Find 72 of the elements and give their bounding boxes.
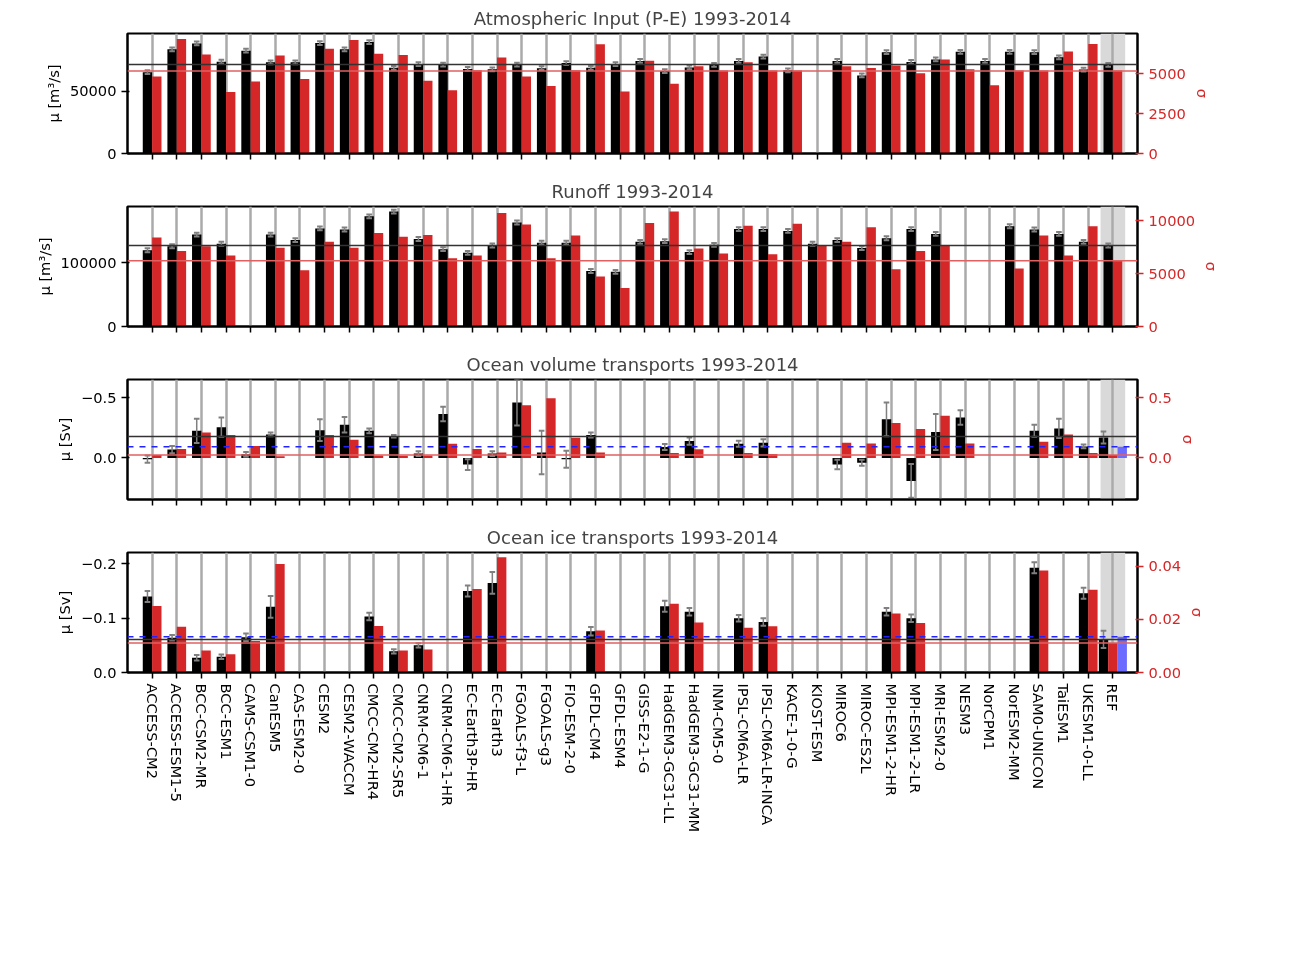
x-tick-label: HadGEM3-GC31-MM	[685, 683, 703, 833]
x-tick-label: KIOST-ESM	[808, 683, 826, 763]
x-tick-label: BCC-ESM1	[217, 683, 235, 760]
y2-tick-label: 0.5	[1148, 388, 1172, 406]
y2-axis-title: σ	[1179, 434, 1197, 445]
y2-tick-label: 2500	[1148, 104, 1186, 122]
y2-tick-label: 0.0	[1148, 448, 1172, 466]
y-tick-label: 0	[107, 317, 117, 335]
y2-axis-title: σ	[1193, 88, 1211, 99]
y-tick-label: −0.1	[80, 609, 117, 627]
x-tick-label: NorCPM1	[981, 683, 999, 751]
x-tick-label: SAM0-UNICON	[1030, 683, 1048, 790]
x-tick-label: ACCESS-CM2	[143, 683, 161, 780]
y2-tick-label: 0	[1148, 317, 1158, 335]
x-tick-label: NESM3	[956, 683, 974, 735]
y-tick-label: 50000	[69, 82, 117, 99]
x-tick-label: MPI-ESM1-2-LR	[907, 683, 925, 794]
y-tick-label: 0.0	[93, 448, 117, 466]
x-tick-label: MRI-ESM2-0	[931, 683, 949, 772]
x-tick-label: BCC-CSM2-MR	[192, 683, 210, 789]
chart-title: Runoff 1993-2014	[551, 180, 714, 202]
x-tick-label: EC-Earth3	[488, 683, 506, 757]
y-tick-label: 0.0	[93, 663, 117, 681]
y-tick-label: 0	[107, 144, 117, 162]
chart-title: Ocean ice transports 1993-2014	[486, 526, 779, 548]
y2-axis-title: σ	[1189, 607, 1207, 618]
x-tick-label: FIO-ESM-2-0	[562, 683, 580, 774]
x-tick-label: MIROC-ES2L	[858, 683, 876, 775]
x-tick-label: CAS-ESM2-0	[291, 683, 309, 774]
x-tick-label: CanESM5	[266, 683, 284, 753]
y-tick-label: −0.5	[80, 388, 117, 406]
y-tick-label: −0.2	[80, 554, 117, 572]
x-tick-label: GFDL-CM4	[587, 683, 605, 760]
x-tick-label: GISS-E2-1-G	[636, 683, 654, 774]
x-tick-label: CMCC-CM2-HR4	[365, 683, 383, 801]
x-tick-label: CNRM-CM6-1	[414, 683, 432, 780]
y-axis-title: μ [m³/s]	[35, 237, 53, 296]
x-tick-label: CMCC-CM2-SR5	[389, 683, 407, 799]
y2-tick-label: 0.02	[1148, 610, 1182, 628]
chart-title: Ocean volume transports 1993-2014	[466, 353, 799, 375]
x-tick-label: CESM2-WACCM	[340, 683, 358, 796]
x-tick-label: FGOALS-g3	[537, 683, 555, 766]
x-tick-label: ACCESS-ESM1-5	[168, 683, 186, 803]
y2-tick-label: 0.04	[1148, 557, 1182, 575]
x-tick-label: EC-Earth3P-HR	[463, 683, 481, 792]
x-tick-label: MPI-ESM1-2-HR	[882, 683, 900, 797]
y-tick-label: 100000	[60, 253, 117, 271]
x-tick-label: CAMS-CSM1-0	[242, 683, 260, 788]
x-tick-label: IPSL-CM6A-LR-INCA	[759, 683, 777, 825]
y2-axis-title: σ	[1203, 261, 1221, 272]
x-tick-label: IPSL-CM6A-LR	[734, 683, 752, 785]
x-tick-label: INM-CM5-0	[710, 683, 728, 764]
y2-tick-label: 10000	[1148, 211, 1196, 229]
x-tick-label: REF	[1104, 683, 1122, 712]
y-axis-title: μ [Sv]	[55, 417, 73, 462]
chart-title: Atmospheric Input (P-E) 1993-2014	[473, 7, 792, 29]
x-tick-label: GFDL-ESM4	[611, 683, 629, 769]
y-axis-title: μ [m³/s]	[44, 64, 62, 123]
y2-tick-label: 0	[1148, 144, 1158, 162]
y2-tick-label: 5000	[1148, 264, 1186, 282]
x-tick-label: KACE-1-0-G	[784, 683, 802, 769]
x-tick-label: TaiESM1	[1055, 682, 1073, 744]
x-tick-label: FGOALS-f3-L	[513, 683, 531, 777]
x-tick-label: UKESM1-0-LL	[1079, 683, 1097, 782]
y-axis-title: μ [Sv]	[55, 590, 73, 635]
x-tick-label: NorESM2-MM	[1005, 683, 1023, 781]
y2-tick-label: 5000	[1148, 64, 1186, 82]
x-tick-label: HadGEM3-GC31-LL	[660, 683, 678, 824]
x-tick-label: CESM2	[316, 683, 334, 735]
x-tick-label: CNRM-CM6-1-HR	[439, 683, 457, 807]
x-tick-label: MIROC6	[833, 683, 851, 742]
y2-tick-label: 0.00	[1148, 663, 1182, 681]
